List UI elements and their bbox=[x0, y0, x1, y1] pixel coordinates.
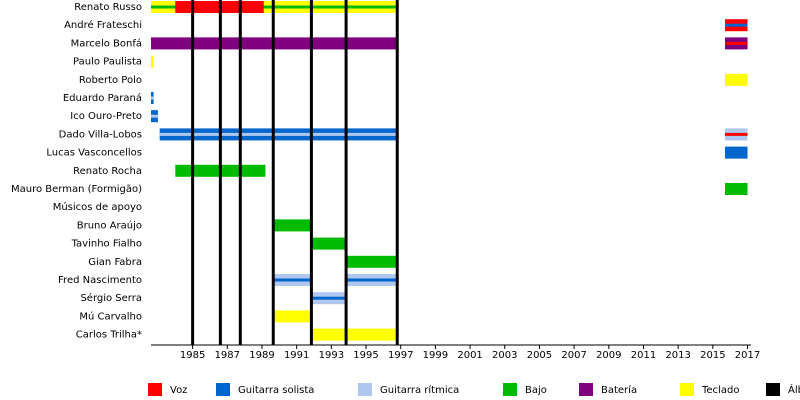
member-label: Roberto Polo bbox=[79, 75, 142, 86]
role-stripe bbox=[273, 278, 312, 282]
x-tick-label: 2017 bbox=[735, 350, 760, 361]
legend-label: Guitarra solista bbox=[238, 385, 314, 396]
legend-label: Bajo bbox=[525, 385, 547, 396]
x-tick-label: 2015 bbox=[700, 350, 725, 361]
member-label: Bruno Araújo bbox=[77, 219, 142, 231]
role-stripe bbox=[724, 23, 748, 27]
legend-swatch bbox=[358, 383, 372, 396]
role-bar bbox=[724, 146, 748, 159]
legend-label: Teclado bbox=[701, 385, 739, 396]
member-label: Sérgio Serra bbox=[80, 292, 142, 304]
member-label: Lucas Vasconcellos bbox=[46, 148, 142, 159]
role-bar bbox=[273, 310, 312, 323]
member-label: Paulo Paulista bbox=[73, 57, 142, 68]
x-tick-label: 2003 bbox=[492, 350, 517, 361]
member-label: Eduardo Paraná bbox=[63, 92, 142, 104]
x-tick-label: 1985 bbox=[180, 350, 205, 361]
x-tick-label: 1993 bbox=[319, 350, 344, 361]
x-tick-label: 2001 bbox=[457, 350, 482, 361]
role-stripe bbox=[151, 114, 158, 118]
role-bar bbox=[724, 73, 748, 86]
x-tick-label: 2005 bbox=[527, 350, 552, 361]
x-tick-label: 1997 bbox=[388, 350, 413, 361]
legend-swatch bbox=[680, 383, 694, 396]
member-label: Dado Villa-Lobos bbox=[59, 129, 142, 140]
role-bar bbox=[346, 255, 398, 268]
x-tick-label: 2011 bbox=[631, 350, 656, 361]
x-tick-label: 2009 bbox=[596, 350, 621, 361]
x-tick-label: 1987 bbox=[215, 350, 240, 361]
member-label: Mauro Berman (Formigão) bbox=[11, 184, 142, 195]
x-tick-label: 2013 bbox=[665, 350, 690, 361]
role-stripe bbox=[311, 296, 347, 300]
legend-swatch bbox=[766, 383, 780, 396]
legend-label: Batería bbox=[601, 384, 637, 396]
member-label: Músicos de apoyo bbox=[53, 201, 142, 213]
legend-swatch bbox=[216, 383, 230, 396]
role-stripe bbox=[159, 132, 398, 136]
legend-swatch bbox=[503, 383, 517, 396]
x-tick-label: 2007 bbox=[561, 350, 586, 361]
x-tick-label: 1995 bbox=[353, 350, 378, 361]
member-label: Renato Russo bbox=[74, 2, 142, 13]
member-label: Fred Nascimento bbox=[58, 275, 142, 286]
x-tick-label: 1991 bbox=[284, 350, 309, 361]
x-tick-label: 1989 bbox=[249, 350, 274, 361]
member-label: André Frateschi bbox=[64, 19, 142, 31]
role-bar bbox=[311, 328, 398, 341]
member-label: Gian Fabra bbox=[88, 257, 142, 268]
legend-label: Voz bbox=[170, 385, 187, 396]
role-stripe bbox=[346, 278, 398, 282]
role-bar bbox=[151, 55, 154, 68]
role-bar bbox=[311, 237, 347, 250]
legend-swatch bbox=[579, 383, 593, 396]
role-stripe bbox=[151, 96, 154, 100]
legend-swatch bbox=[148, 383, 162, 396]
legend-label: Guitarra rítmica bbox=[380, 384, 459, 396]
member-label: Marcelo Bonfá bbox=[71, 37, 142, 49]
role-bar bbox=[724, 183, 748, 195]
member-label: Mú Carvalho bbox=[79, 310, 142, 322]
legend-label: Álbumes bbox=[788, 383, 800, 396]
member-label: Renato Rocha bbox=[73, 166, 142, 177]
role-stripe bbox=[724, 132, 748, 136]
x-tick-label: 1999 bbox=[423, 350, 448, 361]
role-bar bbox=[273, 219, 312, 232]
member-label: Carlos Trilha* bbox=[76, 330, 142, 341]
member-label: Ico Ouro-Preto bbox=[70, 111, 142, 122]
role-stripe bbox=[724, 41, 748, 45]
member-label: Tavinho Fialho bbox=[71, 239, 142, 250]
